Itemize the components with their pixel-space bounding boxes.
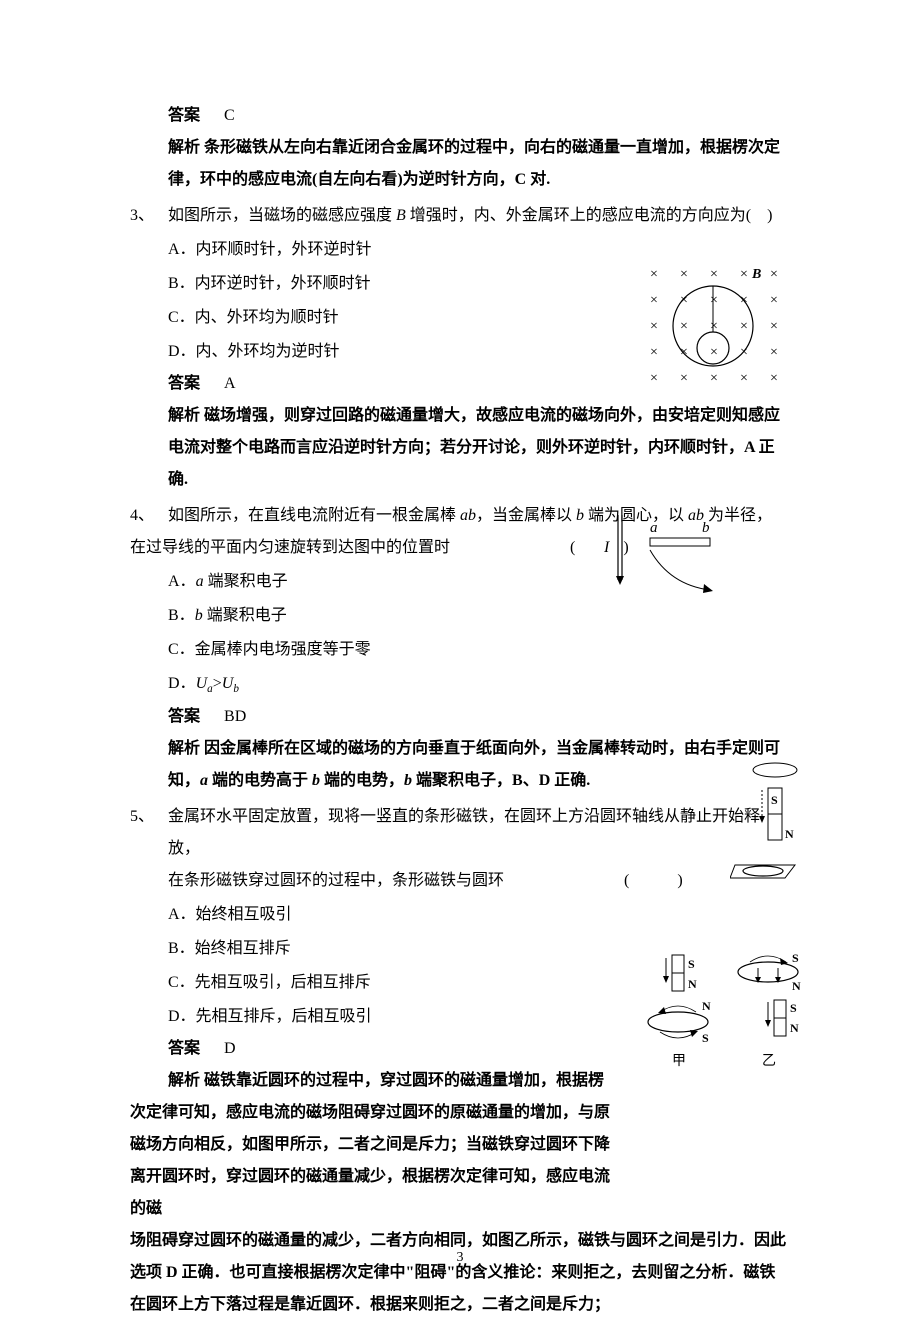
- svg-text:×: ×: [770, 345, 778, 360]
- svg-text:S: S: [792, 951, 799, 965]
- q4-explain: 解析 因金属棒所在区域的磁场的方向垂直于纸面向外，当金属棒转动时，由右手定则可知…: [130, 733, 790, 797]
- answer-label: 答案: [168, 708, 200, 725]
- svg-text:×: ×: [650, 371, 658, 386]
- svg-text:N: N: [792, 979, 801, 993]
- answer-value: BD: [224, 708, 246, 725]
- explain-label: 解析: [168, 407, 200, 424]
- q3-explain: 解析 磁场增强，则穿过回路的磁通量增大，故感应电流的磁场向外，由安培定则知感应电…: [130, 400, 790, 496]
- answer-label: 答案: [168, 1040, 200, 1057]
- answer-value: D: [224, 1040, 236, 1057]
- explain-text-part1: 磁铁靠近圆环的过程中，穿过圆环的磁通量增加，根据楞: [204, 1072, 604, 1089]
- svg-text:N: N: [688, 977, 697, 991]
- explain-label: 解析: [130, 1072, 200, 1089]
- svg-text:×: ×: [680, 371, 688, 386]
- answer-label: 答案: [168, 375, 200, 392]
- svg-text:×: ×: [680, 267, 688, 282]
- q5-fig2-yi: 乙: [762, 1053, 776, 1069]
- q5-stem1: 金属环水平固定放置，现将一竖直的条形磁铁，在圆环上方沿圆环轴线从静止开始释放，: [168, 801, 790, 865]
- spacer: [204, 375, 220, 392]
- explain-text: 条形磁铁从左向右靠近闭合金属环的过程中，向右的磁通量一直增加，根据楞次定律，环中…: [168, 139, 780, 188]
- q5-paren: ( ): [624, 865, 683, 897]
- svg-text:×: ×: [650, 319, 658, 334]
- svg-text:×: ×: [770, 371, 778, 386]
- svg-text:×: ×: [710, 267, 718, 282]
- q5-figure-1: S N: [730, 760, 800, 880]
- q5-num: 5、: [130, 801, 168, 833]
- q4-opt-c: C．金属棒内电场强度等于零: [130, 634, 790, 666]
- svg-text:S: S: [688, 957, 695, 971]
- q5-stem2-row: 在条形磁铁穿过圆环的过程中，条形磁铁与圆环 ( ): [130, 865, 790, 897]
- q3-figure: ××××× ××××× ××××× ××××× ××××× B: [640, 260, 790, 390]
- q5-opt-a: A．始终相互吸引: [130, 899, 790, 931]
- q3-fig-B: B: [751, 267, 761, 282]
- svg-text:×: ×: [770, 319, 778, 334]
- q4-answer-row: 答案 BD: [130, 701, 790, 733]
- svg-text:S: S: [790, 1001, 797, 1015]
- q3-num: 3、: [130, 200, 168, 232]
- prev-answer-row: 答案 C: [130, 100, 790, 132]
- spacer: [204, 107, 220, 124]
- svg-text:N: N: [790, 1021, 799, 1035]
- q4-stem2: 在过导线的平面内匀速旋转到达图中的位置时: [130, 532, 450, 564]
- svg-text:×: ×: [710, 293, 718, 308]
- explain-label: 解析: [168, 740, 200, 757]
- q4-num: 4、: [130, 500, 168, 532]
- svg-text:×: ×: [770, 267, 778, 282]
- q4-opt-b: B．b 端聚积电子: [130, 600, 790, 632]
- q3-stem: 如图所示，当磁场的磁感应强度 B 增强时，内、外金属环上的感应电流的方向应为( …: [168, 200, 790, 232]
- spacer: [204, 708, 220, 725]
- svg-text:×: ×: [740, 319, 748, 334]
- svg-text:×: ×: [710, 371, 718, 386]
- svg-text:S: S: [702, 1031, 709, 1045]
- answer-value: C: [224, 107, 235, 124]
- q5: 5、 金属环水平固定放置，现将一竖直的条形磁铁，在圆环上方沿圆环轴线从静止开始释…: [130, 801, 790, 865]
- svg-text:×: ×: [650, 267, 658, 282]
- q5-fig1-S: S: [771, 793, 778, 807]
- q4-fig-I: I: [603, 539, 610, 556]
- q4-fig-b: b: [702, 520, 710, 536]
- q4-fig-a: a: [650, 520, 658, 536]
- page-number: 3: [0, 1244, 920, 1272]
- answer-value: A: [224, 375, 236, 392]
- svg-text:×: ×: [680, 319, 688, 334]
- q5-figure-2: S N N S 甲 S N S N 乙: [640, 950, 810, 1080]
- svg-text:N: N: [702, 999, 711, 1013]
- explain-label: 解析: [168, 139, 200, 156]
- svg-text:×: ×: [650, 345, 658, 360]
- q4-figure: I a b: [600, 510, 740, 600]
- spacer: [204, 1040, 220, 1057]
- q5-explain-cont2: 场阻碍穿过圆环的磁通量的减少，二者方向相同，如图乙所示，磁铁与圆环之间是引力．因…: [130, 1225, 790, 1321]
- q5-explain-cont1: 次定律可知，感应电流的磁场阻碍穿过圆环的原磁通量的增加，与原磁场方向相反，如图甲…: [130, 1097, 790, 1225]
- q4-opt-d: D．Ua>Ub: [130, 668, 790, 701]
- q5-fig2-jia: 甲: [672, 1054, 686, 1069]
- explain-text: 因金属棒所在区域的磁场的方向垂直于纸面向外，当金属棒转动时，由右手定则可知，a …: [168, 740, 780, 789]
- svg-text:×: ×: [710, 345, 718, 360]
- q3: 3、 如图所示，当磁场的磁感应强度 B 增强时，内、外金属环上的感应电流的方向应…: [130, 200, 790, 232]
- q3-stem-text: 如图所示，当磁场的磁感应强度 B 增强时，内、外金属环上的感应电流的方向应为( …: [168, 207, 772, 224]
- explain-text: 磁场增强，则穿过回路的磁通量增大，故感应电流的磁场向外，由安培定则知感应电流对整…: [168, 407, 780, 488]
- prev-explain: 解析 条形磁铁从左向右靠近闭合金属环的过程中，向右的磁通量一直增加，根据楞次定律…: [130, 132, 790, 196]
- svg-text:×: ×: [680, 345, 688, 360]
- answer-label: 答案: [168, 107, 200, 124]
- svg-text:×: ×: [650, 293, 658, 308]
- q5-fig1-N: N: [785, 827, 794, 841]
- q5-stem2: 在条形磁铁穿过圆环的过程中，条形磁铁与圆环: [168, 865, 504, 897]
- svg-text:×: ×: [770, 293, 778, 308]
- svg-text:×: ×: [740, 371, 748, 386]
- svg-text:×: ×: [740, 267, 748, 282]
